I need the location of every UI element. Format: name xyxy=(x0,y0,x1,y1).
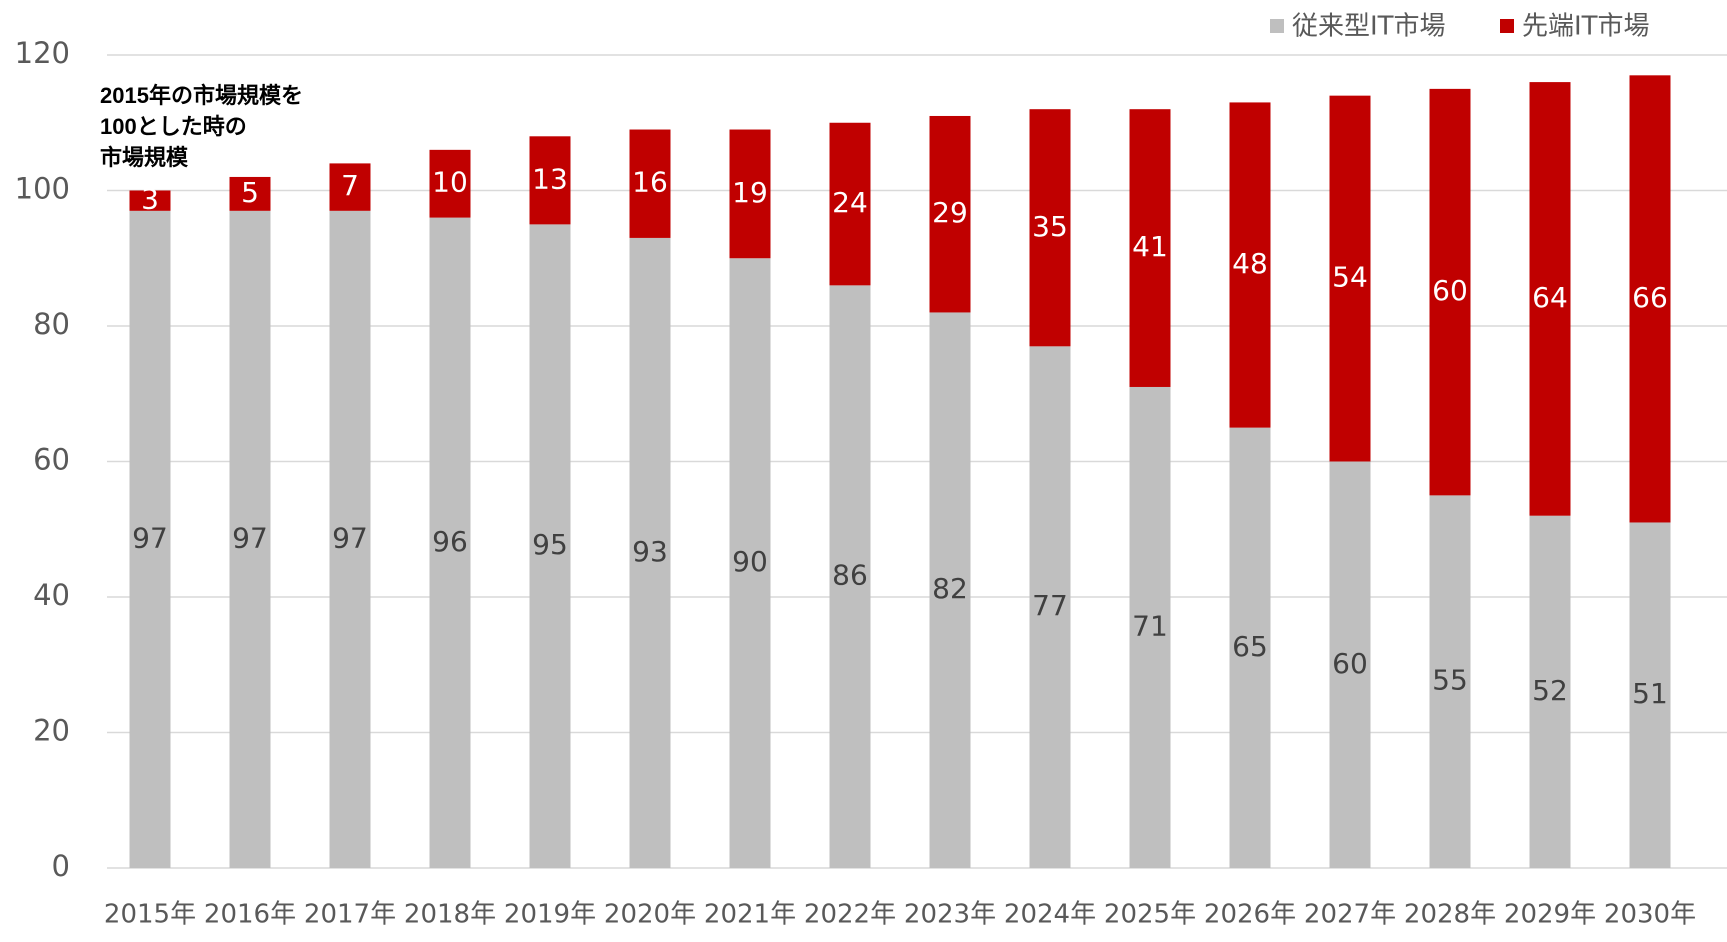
data-label: 13 xyxy=(532,162,568,195)
legend-label: 従来型IT市場 xyxy=(1292,12,1446,42)
bar-segment xyxy=(929,115,971,313)
data-label: 24 xyxy=(832,186,868,219)
data-label: 16 xyxy=(632,166,668,199)
data-label: 97 xyxy=(332,521,368,554)
annotation: 2015年の市場規模を xyxy=(100,83,303,108)
bar-segment xyxy=(729,258,771,868)
legend-marker xyxy=(1270,19,1284,33)
bar-segment xyxy=(429,217,471,869)
x-tick-label: 2027年 xyxy=(1304,900,1396,930)
data-label: 19 xyxy=(732,176,768,209)
bar-segment xyxy=(429,149,471,218)
data-label: 54 xyxy=(1332,261,1368,294)
bar-segment xyxy=(629,237,671,869)
data-label: 3 xyxy=(141,183,159,216)
bar-segment xyxy=(1529,515,1571,868)
y-tick-label: 40 xyxy=(33,578,70,612)
x-tick-label: 2030年 xyxy=(1604,900,1696,930)
annotation: 市場規模 xyxy=(100,145,189,170)
bar-segment xyxy=(129,210,171,868)
bar-segment xyxy=(1129,109,1171,387)
bar-segment xyxy=(1429,495,1471,868)
y-tick-label: 120 xyxy=(15,36,70,70)
data-label: 41 xyxy=(1132,230,1168,263)
data-label: 5 xyxy=(241,176,259,209)
x-tick-label: 2022年 xyxy=(804,900,896,930)
bar-segment xyxy=(1629,522,1671,868)
bar-segment xyxy=(1329,461,1371,868)
legend-marker xyxy=(1500,19,1514,33)
bar-segment xyxy=(229,210,271,868)
x-tick-label: 2021年 xyxy=(704,900,796,930)
data-label: 71 xyxy=(1132,609,1168,642)
data-label: 52 xyxy=(1532,674,1568,707)
bar-segment xyxy=(829,285,871,869)
bar-segment xyxy=(829,122,871,286)
bar-segment xyxy=(1229,102,1271,428)
data-label: 60 xyxy=(1432,274,1468,307)
x-tick-label: 2016年 xyxy=(204,900,296,930)
data-label: 77 xyxy=(1032,589,1068,622)
data-label: 97 xyxy=(132,521,168,554)
bar-segment xyxy=(1429,88,1471,496)
bar-segment xyxy=(329,163,371,211)
data-label: 96 xyxy=(432,525,468,558)
x-tick-label: 2028年 xyxy=(1404,900,1496,930)
data-label: 51 xyxy=(1632,677,1668,710)
data-label: 95 xyxy=(532,528,568,561)
data-label: 97 xyxy=(232,521,268,554)
bar-segment xyxy=(329,210,371,868)
legend-label: 先端IT市場 xyxy=(1522,12,1650,42)
data-label: 29 xyxy=(932,196,968,229)
data-label: 64 xyxy=(1532,281,1568,314)
data-label: 66 xyxy=(1632,281,1668,314)
data-label: 82 xyxy=(932,572,968,605)
bar-segment xyxy=(1229,427,1271,868)
data-label: 60 xyxy=(1332,647,1368,680)
y-tick-label: 100 xyxy=(15,172,70,206)
data-label: 48 xyxy=(1232,247,1268,280)
x-tick-label: 2023年 xyxy=(904,900,996,930)
bar-segment xyxy=(1329,95,1371,462)
bar-segment xyxy=(529,224,571,868)
x-tick-label: 2029年 xyxy=(1504,900,1596,930)
x-tick-label: 2017年 xyxy=(304,900,396,930)
bar-segment xyxy=(929,312,971,868)
bar-segment xyxy=(629,129,671,238)
bar-segment xyxy=(1129,386,1171,868)
annotation: 100とした時の xyxy=(100,114,247,139)
data-label: 55 xyxy=(1432,664,1468,697)
bar-segment xyxy=(1529,82,1571,516)
x-tick-label: 2025年 xyxy=(1104,900,1196,930)
data-label: 7 xyxy=(341,169,359,202)
y-tick-label: 20 xyxy=(33,714,70,748)
x-tick-label: 2026年 xyxy=(1204,900,1296,930)
bar-segment xyxy=(129,190,171,211)
bar-segment xyxy=(229,176,271,211)
bar-segment xyxy=(1629,75,1671,523)
x-tick-label: 2018年 xyxy=(404,900,496,930)
y-tick-label: 0 xyxy=(52,849,70,883)
y-tick-label: 80 xyxy=(33,307,70,341)
x-tick-label: 2019年 xyxy=(504,900,596,930)
y-tick-label: 60 xyxy=(33,443,70,477)
bar-segment xyxy=(1029,346,1071,868)
data-label: 65 xyxy=(1232,630,1268,663)
data-label: 10 xyxy=(432,166,468,199)
x-tick-label: 2020年 xyxy=(604,900,696,930)
bar-segment xyxy=(729,129,771,259)
data-label: 35 xyxy=(1032,210,1068,243)
x-tick-label: 2015年 xyxy=(104,900,196,930)
data-label: 93 xyxy=(632,535,668,568)
bar-segment xyxy=(529,136,571,225)
data-label: 90 xyxy=(732,545,768,578)
data-label: 86 xyxy=(832,559,868,592)
bar-segment xyxy=(1029,109,1071,347)
x-tick-label: 2024年 xyxy=(1004,900,1096,930)
